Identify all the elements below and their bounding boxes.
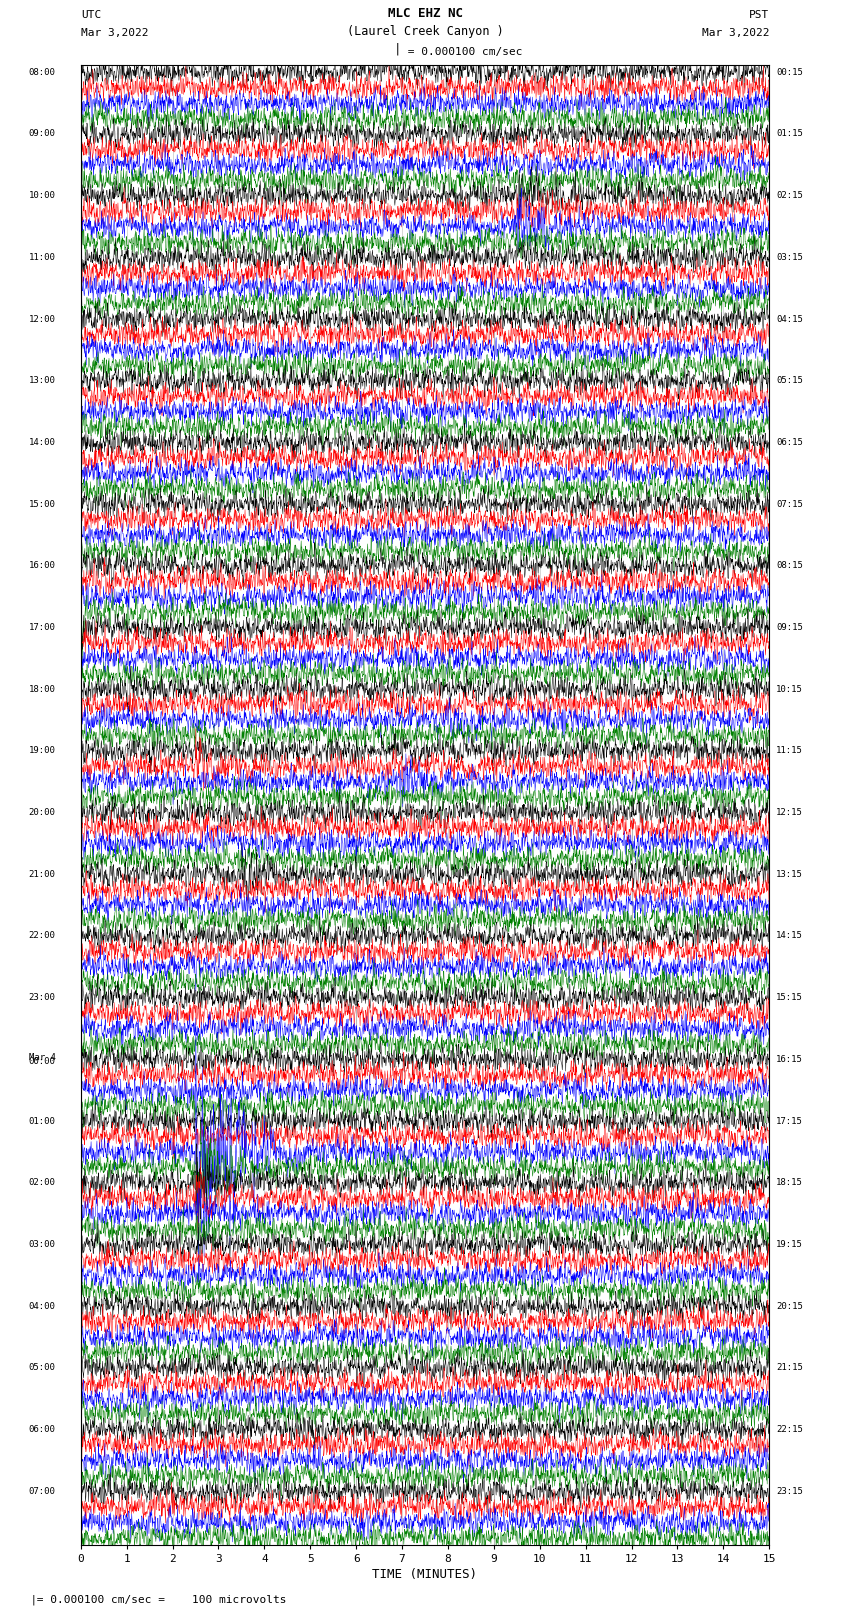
Text: 19:15: 19:15	[776, 1240, 803, 1248]
Text: 07:00: 07:00	[29, 1487, 55, 1495]
Text: 21:00: 21:00	[29, 869, 55, 879]
Text: 00:15: 00:15	[776, 68, 803, 77]
Text: 09:00: 09:00	[29, 129, 55, 139]
Text: 12:00: 12:00	[29, 315, 55, 324]
Text: 10:00: 10:00	[29, 190, 55, 200]
Text: 17:00: 17:00	[29, 623, 55, 632]
Text: 06:15: 06:15	[776, 437, 803, 447]
Text: |: |	[394, 42, 401, 55]
Text: 02:00: 02:00	[29, 1177, 55, 1187]
X-axis label: TIME (MINUTES): TIME (MINUTES)	[372, 1568, 478, 1581]
Text: 08:15: 08:15	[776, 561, 803, 571]
Text: 13:00: 13:00	[29, 376, 55, 386]
Text: 16:00: 16:00	[29, 561, 55, 571]
Text: 21:15: 21:15	[776, 1363, 803, 1373]
Text: Mar 4: Mar 4	[29, 1053, 55, 1061]
Text: 23:15: 23:15	[776, 1487, 803, 1495]
Text: 22:15: 22:15	[776, 1424, 803, 1434]
Text: 11:00: 11:00	[29, 253, 55, 261]
Text: 06:00: 06:00	[29, 1424, 55, 1434]
Text: 04:00: 04:00	[29, 1302, 55, 1311]
Text: 19:00: 19:00	[29, 747, 55, 755]
Text: = 0.000100 cm/sec =    100 microvolts: = 0.000100 cm/sec = 100 microvolts	[30, 1595, 286, 1605]
Text: 08:00: 08:00	[29, 68, 55, 77]
Text: 14:15: 14:15	[776, 931, 803, 940]
Text: 02:15: 02:15	[776, 190, 803, 200]
Text: Mar 3,2022: Mar 3,2022	[702, 27, 769, 37]
Text: 03:15: 03:15	[776, 253, 803, 261]
Text: 14:00: 14:00	[29, 437, 55, 447]
Text: UTC: UTC	[81, 10, 101, 19]
Text: MLC EHZ NC: MLC EHZ NC	[388, 6, 462, 19]
Text: PST: PST	[749, 10, 769, 19]
Text: 18:00: 18:00	[29, 684, 55, 694]
Text: 05:15: 05:15	[776, 376, 803, 386]
Text: 23:00: 23:00	[29, 994, 55, 1002]
Text: 00:00: 00:00	[29, 1057, 55, 1066]
Text: 11:15: 11:15	[776, 747, 803, 755]
Text: 18:15: 18:15	[776, 1177, 803, 1187]
Text: Mar 3,2022: Mar 3,2022	[81, 27, 148, 37]
Text: = 0.000100 cm/sec: = 0.000100 cm/sec	[401, 47, 523, 56]
Text: 15:00: 15:00	[29, 500, 55, 508]
Text: 01:00: 01:00	[29, 1116, 55, 1126]
Text: 17:15: 17:15	[776, 1116, 803, 1126]
Text: 12:15: 12:15	[776, 808, 803, 818]
Text: 20:15: 20:15	[776, 1302, 803, 1311]
Text: 03:00: 03:00	[29, 1240, 55, 1248]
Text: 04:15: 04:15	[776, 315, 803, 324]
Text: |: |	[17, 1594, 37, 1605]
Text: 20:00: 20:00	[29, 808, 55, 818]
Text: 22:00: 22:00	[29, 931, 55, 940]
Text: 13:15: 13:15	[776, 869, 803, 879]
Text: 01:15: 01:15	[776, 129, 803, 139]
Text: (Laurel Creek Canyon ): (Laurel Creek Canyon )	[347, 24, 503, 37]
Text: 16:15: 16:15	[776, 1055, 803, 1065]
Text: 05:00: 05:00	[29, 1363, 55, 1373]
Text: 15:15: 15:15	[776, 994, 803, 1002]
Text: 09:15: 09:15	[776, 623, 803, 632]
Text: 07:15: 07:15	[776, 500, 803, 508]
Text: 10:15: 10:15	[776, 684, 803, 694]
